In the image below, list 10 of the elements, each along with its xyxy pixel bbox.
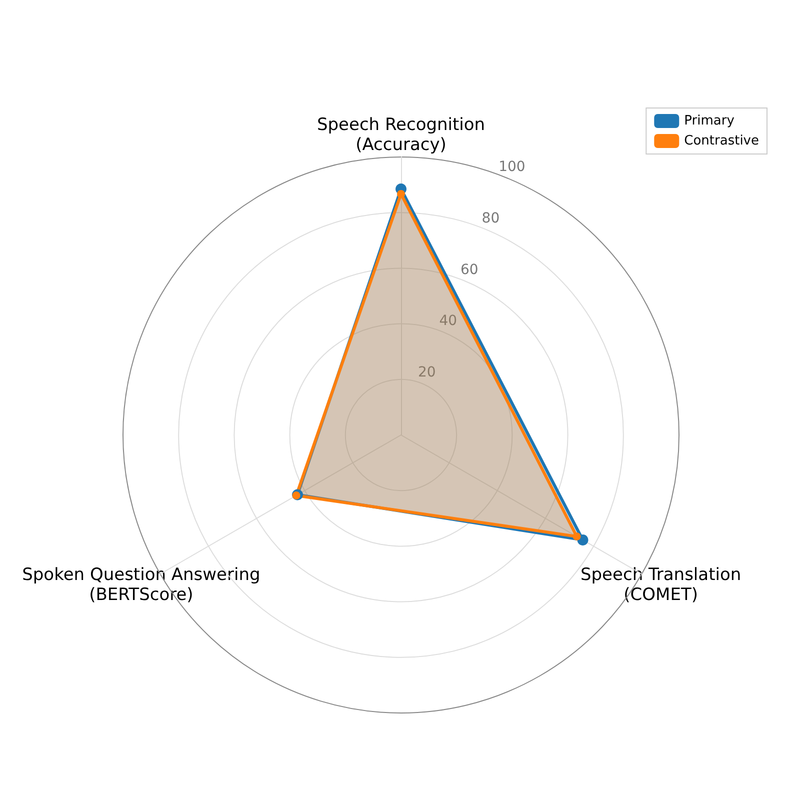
y-tick-label: 60 (460, 262, 478, 278)
spoke-label: Speech Translation (COMET) (580, 565, 742, 605)
y-tick-label: 20 (418, 364, 436, 381)
legend-label: Primary (684, 114, 735, 128)
spoke-label: Spoken Question Answering (BERTScore) (22, 565, 260, 605)
spoke-label: Speech Recognition (Accuracy) (316, 115, 486, 155)
legend-label: Contrastive (684, 134, 760, 148)
y-tick-label: 100 (498, 159, 526, 176)
y-tick-label: 80 (482, 210, 500, 226)
y-tick-label: 40 (439, 313, 458, 330)
